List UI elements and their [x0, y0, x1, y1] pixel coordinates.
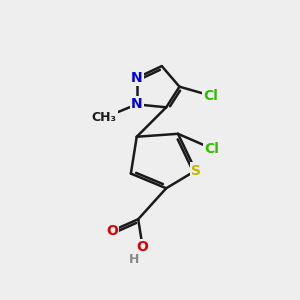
Text: S: S — [190, 164, 201, 178]
Text: Cl: Cl — [203, 88, 218, 103]
Text: O: O — [137, 240, 148, 254]
Text: N: N — [131, 71, 142, 85]
Text: H: H — [129, 253, 140, 266]
Text: Cl: Cl — [204, 142, 219, 155]
Text: O: O — [106, 224, 118, 238]
Text: N: N — [131, 98, 142, 111]
Text: CH₃: CH₃ — [92, 111, 117, 124]
